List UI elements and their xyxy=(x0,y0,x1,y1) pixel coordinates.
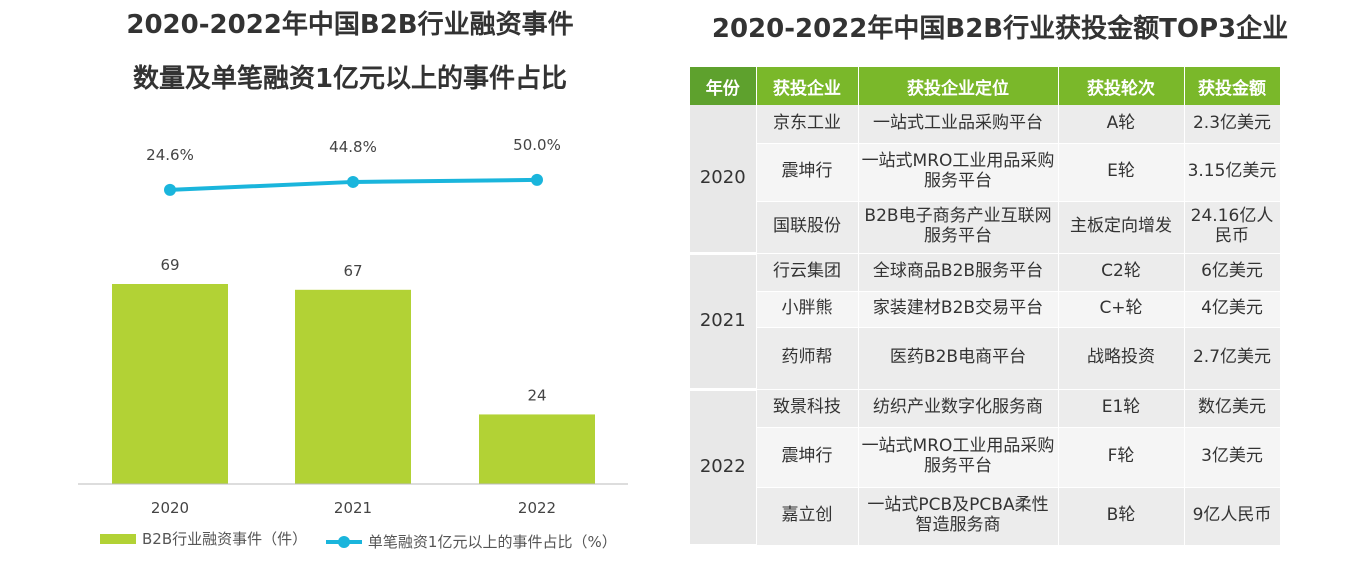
round-cell: B轮 xyxy=(1058,487,1185,546)
legend-label-bar: B2B行业融资事件（件） xyxy=(142,530,308,548)
round-cell: C+轮 xyxy=(1058,291,1185,328)
bar-value-label: 67 xyxy=(343,262,362,280)
company-cell: 行云集团 xyxy=(756,253,859,292)
company-cell: 嘉立创 xyxy=(756,487,859,546)
table-row: 嘉立创 一站式PCB及PCBA柔性智造服务商 B轮 9亿人民币 xyxy=(690,487,1281,546)
header-company: 获投企业 xyxy=(756,67,859,105)
amount-cell: 2.7亿美元 xyxy=(1184,327,1281,390)
x-tick-label: 2020 xyxy=(151,499,189,517)
round-cell: 主板定向增发 xyxy=(1058,201,1185,254)
year-cell: 2020 xyxy=(690,105,757,255)
company-cell: 震坤行 xyxy=(756,143,859,202)
x-axis-ticks: 2020 2021 2022 xyxy=(151,499,556,517)
position-cell: 医药B2B电商平台 xyxy=(858,327,1059,390)
amount-cell: 3亿美元 xyxy=(1184,427,1281,488)
round-cell: F轮 xyxy=(1058,427,1185,488)
table-title: 2020-2022年中国B2B行业获投金额TOP3企业 xyxy=(711,14,1289,44)
amount-cell: 数亿美元 xyxy=(1184,389,1281,428)
line-value-label: 24.6% xyxy=(146,146,194,164)
amount-cell: 3.15亿美元 xyxy=(1184,143,1281,202)
table-row: 国联股份 B2B电子商务产业互联网服务平台 主板定向增发 24.16亿人民币 xyxy=(690,201,1281,254)
header-year: 年份 xyxy=(690,67,757,105)
company-cell: 致景科技 xyxy=(756,389,859,428)
bar-value-label: 24 xyxy=(527,386,546,404)
company-cell: 药师帮 xyxy=(756,327,859,390)
position-cell: 全球商品B2B服务平台 xyxy=(858,253,1059,292)
line-value-label: 50.0% xyxy=(513,136,561,154)
table-row: 小胖熊 家装建材B2B交易平台 C+轮 4亿美元 xyxy=(690,291,1281,328)
bar-2021 xyxy=(295,289,411,484)
position-cell: 一站式MRO工业用品采购服务平台 xyxy=(858,143,1059,202)
header-amount: 获投金额 xyxy=(1184,67,1281,105)
table-row: 药师帮 医药B2B电商平台 战略投资 2.7亿美元 xyxy=(690,327,1281,390)
legend-bar-swatch xyxy=(100,533,136,544)
position-cell: 一站式MRO工业用品采购服务平台 xyxy=(858,427,1059,488)
position-cell: B2B电子商务产业互联网服务平台 xyxy=(858,201,1059,254)
bar-2022 xyxy=(479,414,595,484)
bar-value-label: 69 xyxy=(160,256,179,274)
table-row: 震坤行 一站式MRO工业用品采购服务平台 F轮 3亿美元 xyxy=(690,427,1281,488)
amount-cell: 9亿人民币 xyxy=(1184,487,1281,546)
bar-2020 xyxy=(112,284,228,484)
table-row: 震坤行 一站式MRO工业用品采购服务平台 E轮 3.15亿美元 xyxy=(690,143,1281,202)
table-row: 2022 致景科技 纺织产业数字化服务商 E1轮 数亿美元 xyxy=(690,389,1281,547)
position-cell: 一站式PCB及PCBA柔性智造服务商 xyxy=(858,487,1059,546)
legend-label-line: 单笔融资1亿元以上的事件占比（%） xyxy=(367,533,617,551)
line-value-label: 44.8% xyxy=(329,138,377,156)
round-cell: E1轮 xyxy=(1058,389,1185,428)
chart-legend: B2B行业融资事件（件） 单笔融资1亿元以上的事件占比（%） xyxy=(100,528,631,552)
combo-chart: 69 67 24 2020 2021 2022 24.6% 44.8% 50.0% xyxy=(78,136,628,517)
year-cell: 2021 xyxy=(690,253,757,391)
year-cell: 2022 xyxy=(690,389,757,547)
header-position: 获投企业定位 xyxy=(858,67,1059,105)
round-cell: 战略投资 xyxy=(1058,327,1185,390)
table-header-row: 年份 获投企业 获投企业定位 获投轮次 获投金额 xyxy=(690,67,1281,105)
line-point-2021 xyxy=(347,175,359,188)
x-tick-label: 2021 xyxy=(334,499,372,517)
round-cell: E轮 xyxy=(1058,143,1185,202)
table-row: 2020 京东工业 一站式工业品采购平台 A轮 2.3亿美元 xyxy=(690,105,1281,255)
company-cell: 国联股份 xyxy=(756,201,859,254)
x-tick-label: 2022 xyxy=(518,499,556,517)
line-point-2020 xyxy=(164,183,176,196)
legend-line-swatch xyxy=(325,535,362,548)
chart-title-line-2: 数量及单笔融资1亿元以上的事件占比 xyxy=(132,64,568,94)
line-point-2022 xyxy=(531,173,543,186)
line-series: 24.6% 44.8% 50.0% xyxy=(146,136,561,196)
amount-cell: 2.3亿美元 xyxy=(1184,105,1281,144)
bar-series: 69 67 24 xyxy=(112,256,595,484)
position-cell: 纺织产业数字化服务商 xyxy=(858,389,1059,428)
company-cell: 京东工业 xyxy=(756,105,859,144)
position-cell: 一站式工业品采购平台 xyxy=(858,105,1059,144)
top3-table: 年份 获投企业 获投企业定位 获投轮次 获投金额 2020 京东工业 一站式工业… xyxy=(690,67,1281,547)
amount-cell: 24.16亿人民币 xyxy=(1184,201,1281,254)
company-cell: 震坤行 xyxy=(756,427,859,488)
header-round: 获投轮次 xyxy=(1058,67,1185,105)
position-cell: 家装建材B2B交易平台 xyxy=(858,291,1059,328)
round-cell: A轮 xyxy=(1058,105,1185,144)
table-row: 2021 行云集团 全球商品B2B服务平台 C2轮 6亿美元 xyxy=(690,253,1281,391)
legend-item-bar: B2B行业融资事件（件） xyxy=(100,528,307,549)
chart-title-line-1: 2020-2022年中国B2B行业融资事件 xyxy=(126,10,574,40)
round-cell: C2轮 xyxy=(1058,253,1185,292)
legend-item-line: 单笔融资1亿元以上的事件占比（%） xyxy=(325,531,617,552)
amount-cell: 6亿美元 xyxy=(1184,253,1281,292)
company-cell: 小胖熊 xyxy=(756,291,859,328)
amount-cell: 4亿美元 xyxy=(1184,291,1281,328)
